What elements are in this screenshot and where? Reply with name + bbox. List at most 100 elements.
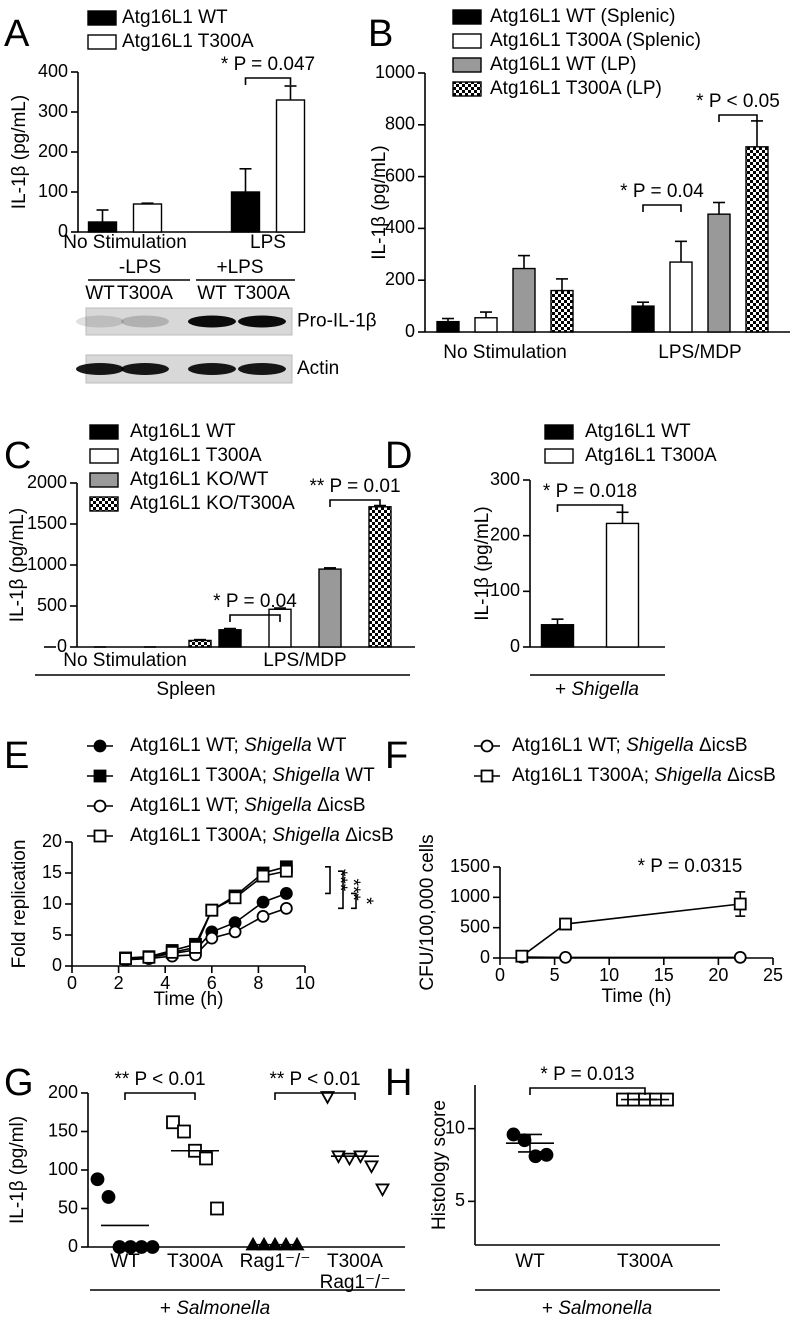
bar: [745, 146, 769, 333]
blot-band: [238, 315, 286, 328]
panel-letter: H: [385, 1062, 412, 1104]
x-axis-label-part: Shigella: [571, 679, 639, 700]
y-tick-label: 300: [490, 469, 520, 489]
legend-swatch: [87, 10, 117, 26]
significance-bracket: [274, 1092, 356, 1100]
x-tick-label: No Stimulation: [63, 650, 187, 671]
significance-bracket: [556, 504, 624, 512]
bar: [268, 608, 292, 648]
significance-bracket: [338, 870, 344, 910]
y-axis-label: IL-1β (pg/mL): [7, 508, 28, 622]
bar: [218, 629, 242, 648]
legend-label: Atg16L1 KO/WT: [130, 469, 269, 490]
legend-marker: [480, 769, 494, 783]
y-tick-label: 200: [385, 269, 415, 289]
bar: [631, 305, 655, 333]
legend-marker: [480, 739, 494, 753]
blot-band: [121, 315, 169, 328]
bar: [512, 267, 536, 333]
annotation: *: [355, 897, 376, 905]
legend-label: Atg16L1 WT; Shigella ΔicsB: [512, 735, 748, 756]
legend-label: Atg16L1 KO/T300A: [130, 493, 295, 514]
y-axis-label: Fold replication: [9, 840, 30, 969]
x-tick-label: 4: [160, 973, 170, 993]
point: [256, 895, 270, 909]
legend-label: Atg16L1 T300A; Shigella ΔicsB: [130, 825, 394, 846]
y-tick-label: 800: [385, 114, 415, 134]
y-tick-label: 500: [37, 595, 67, 615]
legend-marker: [93, 799, 107, 813]
annotation: * P = 0.04: [213, 591, 297, 612]
point: [515, 949, 529, 963]
legend-label: Atg16L1 T300A (LP): [490, 78, 662, 99]
point: [279, 887, 293, 900]
significance-bracket: [329, 499, 381, 507]
annotation: ** P < 0.01: [114, 1069, 205, 1090]
point: [119, 952, 132, 965]
legend-label: Atg16L1 T300A: [122, 31, 254, 52]
point: [205, 903, 219, 917]
y-tick-label: 0: [510, 636, 520, 656]
x-tick-label: 6: [207, 973, 217, 993]
bar: [436, 320, 460, 333]
point: [165, 945, 179, 959]
x-axis-label: Spleen: [156, 679, 215, 700]
y-tick-label: 0: [58, 221, 68, 241]
x-tick-label: 5: [550, 965, 560, 985]
significance-bracket: [351, 892, 357, 910]
legend-marker: [93, 739, 107, 753]
blot-lane-label: T300A: [117, 283, 173, 304]
series-line: [521, 903, 741, 957]
legend-label-part: Atg16L1 T300A;: [130, 825, 272, 846]
x-tick-label: 10: [295, 973, 315, 993]
point: [256, 910, 270, 923]
y-tick-label: 100: [490, 580, 520, 600]
x-tick-label-part: Rag1⁻/⁻: [240, 1251, 311, 1272]
y-tick-label: 5: [455, 1190, 465, 1210]
legend-swatch: [89, 424, 119, 440]
x-tick-label: T300A Rag1⁻/⁻: [320, 1251, 391, 1293]
bar: [318, 568, 342, 648]
legend-swatch: [89, 472, 119, 488]
x-tick-label: 25: [763, 965, 783, 985]
y-tick-label: 1500: [27, 513, 67, 533]
y-tick-label: 0: [68, 1236, 78, 1256]
bar: [368, 506, 392, 648]
blot-band-label: Pro-IL-1β: [297, 311, 377, 332]
point: [142, 950, 156, 964]
x-tick-label-part: T300A: [327, 1251, 383, 1272]
legend-label: Atg16L1 T300A: [585, 445, 717, 466]
x-tick-label: WT: [110, 1251, 140, 1272]
legend-swatch: [452, 33, 482, 49]
panel-letter: D: [385, 435, 412, 477]
significance-bracket: [718, 114, 758, 122]
x-tick-label-part: T300A: [167, 1251, 223, 1272]
significance-bracket: [244, 77, 292, 85]
blot-group-label: -LPS: [119, 257, 161, 278]
y-tick-label: 100: [38, 181, 68, 201]
y-tick-label: 2000: [27, 472, 67, 492]
y-tick-label: 15: [42, 862, 62, 882]
y-axis-label: CFU/100,000 cells: [417, 834, 438, 990]
y-tick-label: 5: [52, 924, 62, 944]
x-axis-label-part: +: [160, 1298, 176, 1319]
x-tick-label: T300A: [167, 1251, 223, 1272]
annotation: * P = 0.04: [620, 181, 704, 202]
legend-label-part: Shigella: [272, 825, 340, 846]
bar: [188, 639, 212, 648]
panel-letter: F: [385, 735, 408, 777]
bar: [230, 191, 261, 233]
y-tick-label: 200: [490, 524, 520, 544]
y-axis-label: IL-1β (pg/mL): [369, 145, 390, 259]
legend-swatch: [89, 496, 119, 512]
legend-label: Atg16L1 T300A; Shigella WT: [130, 765, 375, 786]
blot-band: [188, 363, 236, 375]
annotation: ** P = 0.01: [309, 476, 400, 497]
y-tick-label: 200: [38, 141, 68, 161]
x-axis-label-part: Salmonella: [176, 1298, 270, 1319]
y-tick-label: 100: [48, 1159, 78, 1179]
x-axis-label: + Shigella: [555, 679, 639, 700]
blot-lane-label: T300A: [234, 283, 290, 304]
annotation: ** P < 0.01: [269, 1069, 360, 1090]
legend-label-part: Shigella: [272, 765, 340, 786]
